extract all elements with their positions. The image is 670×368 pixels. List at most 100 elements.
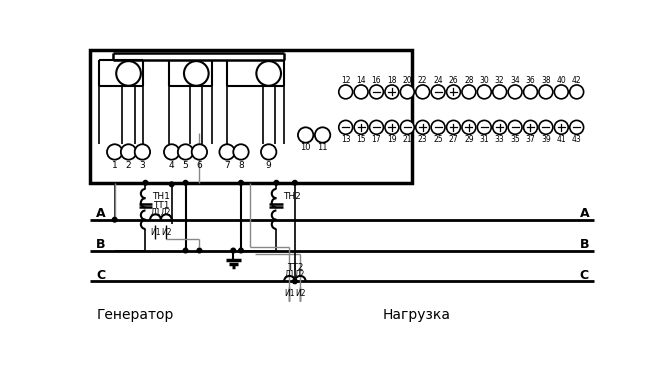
Circle shape bbox=[164, 144, 180, 160]
Circle shape bbox=[183, 248, 188, 253]
Text: 26: 26 bbox=[449, 76, 458, 85]
Circle shape bbox=[385, 85, 399, 99]
Circle shape bbox=[113, 217, 117, 222]
Text: 8: 8 bbox=[238, 160, 244, 170]
Text: 16: 16 bbox=[372, 76, 381, 85]
Text: И1: И1 bbox=[150, 227, 161, 237]
Circle shape bbox=[315, 127, 330, 143]
Text: 12: 12 bbox=[341, 76, 350, 85]
Text: 5: 5 bbox=[183, 160, 188, 170]
Text: Л1: Л1 bbox=[284, 270, 295, 279]
Text: 39: 39 bbox=[541, 135, 551, 144]
Text: 19: 19 bbox=[387, 135, 397, 144]
Circle shape bbox=[477, 120, 491, 134]
Text: A: A bbox=[96, 207, 106, 220]
Circle shape bbox=[508, 85, 522, 99]
Text: 34: 34 bbox=[511, 76, 520, 85]
Text: 15: 15 bbox=[356, 135, 366, 144]
Text: 33: 33 bbox=[495, 135, 505, 144]
Text: C: C bbox=[96, 269, 105, 282]
Text: 6: 6 bbox=[196, 160, 202, 170]
Circle shape bbox=[178, 144, 193, 160]
Circle shape bbox=[462, 120, 476, 134]
Text: 24: 24 bbox=[433, 76, 443, 85]
Circle shape bbox=[298, 127, 314, 143]
Circle shape bbox=[183, 180, 188, 185]
Text: 31: 31 bbox=[480, 135, 489, 144]
Circle shape bbox=[431, 120, 445, 134]
Text: C: C bbox=[580, 269, 589, 282]
Text: 43: 43 bbox=[572, 135, 582, 144]
Text: ТН1: ТН1 bbox=[152, 192, 170, 201]
Text: 9: 9 bbox=[266, 160, 271, 170]
Circle shape bbox=[239, 248, 243, 253]
Circle shape bbox=[233, 144, 249, 160]
Circle shape bbox=[492, 120, 507, 134]
Text: 30: 30 bbox=[480, 76, 489, 85]
Circle shape bbox=[462, 85, 476, 99]
Circle shape bbox=[231, 248, 236, 253]
Circle shape bbox=[184, 61, 208, 86]
Circle shape bbox=[492, 85, 507, 99]
Text: ТТ2: ТТ2 bbox=[287, 263, 303, 272]
Circle shape bbox=[107, 144, 123, 160]
Circle shape bbox=[523, 120, 537, 134]
Text: 38: 38 bbox=[541, 76, 551, 85]
Text: 7: 7 bbox=[224, 160, 230, 170]
Text: 37: 37 bbox=[525, 135, 535, 144]
Text: 14: 14 bbox=[356, 76, 366, 85]
Circle shape bbox=[354, 120, 368, 134]
Circle shape bbox=[523, 85, 537, 99]
Circle shape bbox=[293, 279, 297, 284]
Text: 17: 17 bbox=[372, 135, 381, 144]
Text: 21: 21 bbox=[403, 135, 412, 144]
Text: 40: 40 bbox=[556, 76, 566, 85]
Circle shape bbox=[508, 120, 522, 134]
Circle shape bbox=[354, 85, 368, 99]
Text: 36: 36 bbox=[525, 76, 535, 85]
Circle shape bbox=[135, 144, 150, 160]
Text: 32: 32 bbox=[495, 76, 505, 85]
Circle shape bbox=[261, 144, 277, 160]
Text: 25: 25 bbox=[433, 135, 443, 144]
Text: 29: 29 bbox=[464, 135, 474, 144]
Circle shape bbox=[197, 248, 202, 253]
Circle shape bbox=[143, 180, 148, 185]
Text: 18: 18 bbox=[387, 76, 397, 85]
Text: 10: 10 bbox=[300, 143, 311, 152]
Text: Л2: Л2 bbox=[161, 208, 172, 217]
Circle shape bbox=[339, 120, 352, 134]
Text: 41: 41 bbox=[557, 135, 566, 144]
Circle shape bbox=[385, 120, 399, 134]
Text: 2: 2 bbox=[126, 160, 131, 170]
Circle shape bbox=[416, 120, 429, 134]
Circle shape bbox=[401, 85, 414, 99]
Circle shape bbox=[293, 180, 297, 185]
Circle shape bbox=[570, 120, 584, 134]
Text: 11: 11 bbox=[318, 143, 328, 152]
Circle shape bbox=[116, 61, 141, 86]
Bar bbox=[90, 50, 412, 183]
Circle shape bbox=[192, 144, 207, 160]
Text: 13: 13 bbox=[341, 135, 350, 144]
Circle shape bbox=[539, 85, 553, 99]
Circle shape bbox=[446, 85, 460, 99]
Text: Л1: Л1 bbox=[150, 208, 161, 217]
Text: И2: И2 bbox=[161, 227, 172, 237]
Text: И2: И2 bbox=[295, 289, 306, 298]
Text: 20: 20 bbox=[403, 76, 412, 85]
Text: 4: 4 bbox=[169, 160, 174, 170]
Circle shape bbox=[370, 120, 383, 134]
Circle shape bbox=[239, 180, 243, 185]
Circle shape bbox=[416, 85, 429, 99]
Text: 23: 23 bbox=[418, 135, 427, 144]
Circle shape bbox=[370, 85, 383, 99]
Text: Нагрузка: Нагрузка bbox=[383, 308, 450, 322]
Circle shape bbox=[539, 120, 553, 134]
Text: Генератор: Генератор bbox=[96, 308, 174, 322]
Circle shape bbox=[570, 85, 584, 99]
Text: 22: 22 bbox=[418, 76, 427, 85]
Text: 42: 42 bbox=[572, 76, 582, 85]
Text: 27: 27 bbox=[449, 135, 458, 144]
Text: Л2: Л2 bbox=[295, 270, 306, 279]
